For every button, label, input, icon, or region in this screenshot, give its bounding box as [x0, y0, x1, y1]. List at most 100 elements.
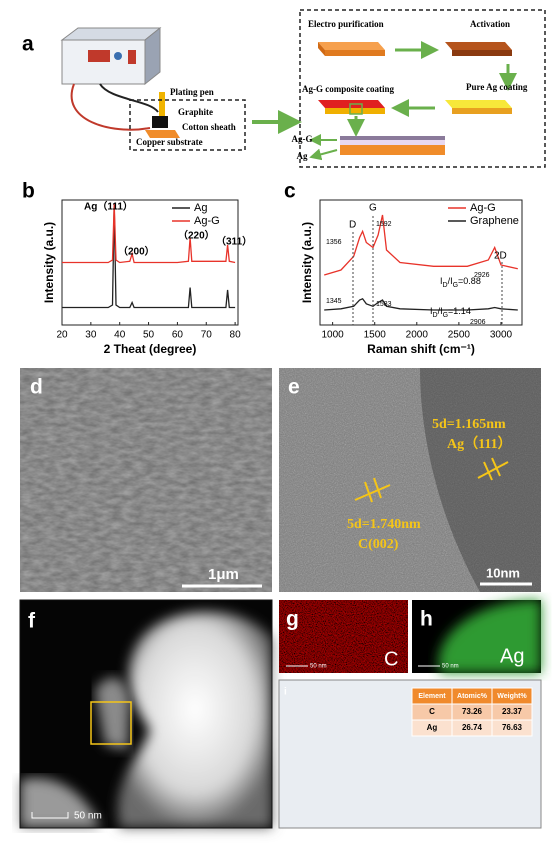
particle	[20, 778, 100, 828]
eds-table: Element Atomic% Weight% C 73.26 23.37 Ag 26.74 7…	[411, 687, 533, 737]
panel-label: a	[22, 33, 34, 56]
annotation: （311）	[216, 235, 252, 248]
ratio-annotation: ID/IG=0.88	[440, 276, 481, 288]
x-tick-label: 40	[114, 330, 126, 341]
series-line	[324, 214, 518, 276]
x-tick-label: 2000	[406, 330, 429, 341]
annotation: 2D	[494, 251, 507, 262]
scale-text: 50 nm	[442, 664, 459, 670]
graphite	[152, 116, 168, 128]
step: Ag-G composite coating	[302, 84, 394, 94]
panel-label: e	[288, 376, 300, 399]
annotation: G	[369, 203, 377, 214]
legend-label: Ag-G	[470, 202, 496, 214]
ratio-part: /I	[448, 276, 453, 286]
table-cell-text: 76.63	[502, 723, 523, 732]
ratio-part: =1.14	[448, 306, 471, 316]
table-cell-text: 26.74	[462, 723, 483, 732]
panel-label: d	[30, 376, 43, 399]
particle	[117, 611, 273, 828]
shade	[420, 368, 541, 592]
table-cell-text: 23.37	[502, 707, 523, 716]
particle	[95, 677, 130, 750]
roi	[90, 701, 132, 745]
legend-label: Graphene	[470, 215, 519, 227]
annotation: 1583	[376, 301, 392, 308]
series-line	[324, 298, 518, 311]
ratio-part: =0.88	[458, 276, 481, 286]
texture	[20, 368, 272, 592]
step: Pure Ag coating	[466, 82, 528, 92]
dashed-box	[299, 9, 546, 168]
x-tick-label: 1000	[322, 330, 345, 341]
knob	[114, 52, 122, 60]
x-tick-label: 2500	[448, 330, 471, 341]
ratio-part: I	[430, 306, 433, 316]
panel-label: f	[28, 610, 36, 633]
annotation: D	[349, 220, 356, 231]
map-signal	[438, 600, 541, 673]
panel-a: a Plating pen Graphite Cotton sheath Cop…	[22, 9, 546, 168]
annotation: Ag（111）	[447, 436, 512, 452]
annotation: 1356	[326, 239, 342, 246]
ratio-annotation: ID/IG=1.14	[430, 306, 471, 318]
x-tick-label: 80	[230, 330, 242, 341]
scale-text: 50 nm	[310, 664, 327, 670]
pen	[159, 92, 165, 116]
ratio-part: D	[433, 312, 438, 319]
label: Cotton sheath	[182, 122, 236, 132]
annotation: 2926	[474, 272, 490, 279]
annotation: C(002)	[358, 537, 399, 552]
scale-bar	[31, 812, 69, 819]
supply-top	[60, 27, 162, 41]
series-line	[62, 204, 236, 309]
table-header: Element	[418, 693, 446, 700]
scale-text: 10nm	[486, 565, 520, 580]
legend-label: Ag-G	[194, 215, 220, 227]
x-tick-label: 3000	[490, 330, 513, 341]
x-tick-label: 1500	[364, 330, 387, 341]
layer: Ag	[297, 151, 308, 161]
wire-red	[70, 83, 151, 131]
texture	[279, 600, 408, 673]
x-axis-label: 2 Theat (degree)	[104, 342, 197, 356]
annotation: 1592	[376, 221, 392, 228]
y-axis-label: Intensity (a.u.)	[42, 222, 56, 303]
ratio-part: /I	[438, 306, 443, 316]
ratio-part: D	[443, 282, 448, 289]
display	[88, 50, 110, 62]
panel-e: e 5d=1.165nm Ag（111） 5d=1.740nm C(002) 1…	[279, 368, 541, 592]
element: Ag	[500, 645, 524, 667]
table-cell-text: 73.26	[462, 707, 483, 716]
panel-label: i	[284, 687, 287, 698]
series-line	[62, 203, 236, 264]
step: Activation	[470, 19, 510, 29]
element: C	[384, 648, 398, 670]
panel-label: b	[22, 180, 35, 203]
label: Graphite	[178, 107, 213, 117]
panel-d: d 1μm	[20, 368, 272, 592]
raman-guides	[352, 216, 503, 325]
switch	[128, 50, 136, 64]
panel-label: h	[420, 608, 433, 631]
x-tick-label: 60	[172, 330, 184, 341]
label: Plating pen	[170, 87, 214, 97]
layer: Ag-G	[292, 134, 313, 144]
texture	[279, 368, 541, 592]
ratio-part: G	[453, 282, 458, 289]
panel-h: h 50 nm Ag	[412, 600, 541, 673]
panel-label: g	[286, 608, 299, 631]
ratio-part: G	[443, 312, 448, 319]
table-header: Weight%	[497, 693, 527, 700]
plot-frame	[319, 199, 523, 326]
panel-label: c	[284, 180, 296, 203]
annotation: Ag（111）	[84, 200, 133, 213]
wire-black	[99, 83, 159, 113]
table-header: Atomic%	[457, 693, 488, 700]
annotation: 5d=1.740nm	[347, 517, 421, 532]
annotation: 5d=1.165nm	[432, 417, 506, 432]
x-tick-label: 70	[201, 330, 213, 341]
panel-g: g 50 nm C	[279, 600, 408, 673]
